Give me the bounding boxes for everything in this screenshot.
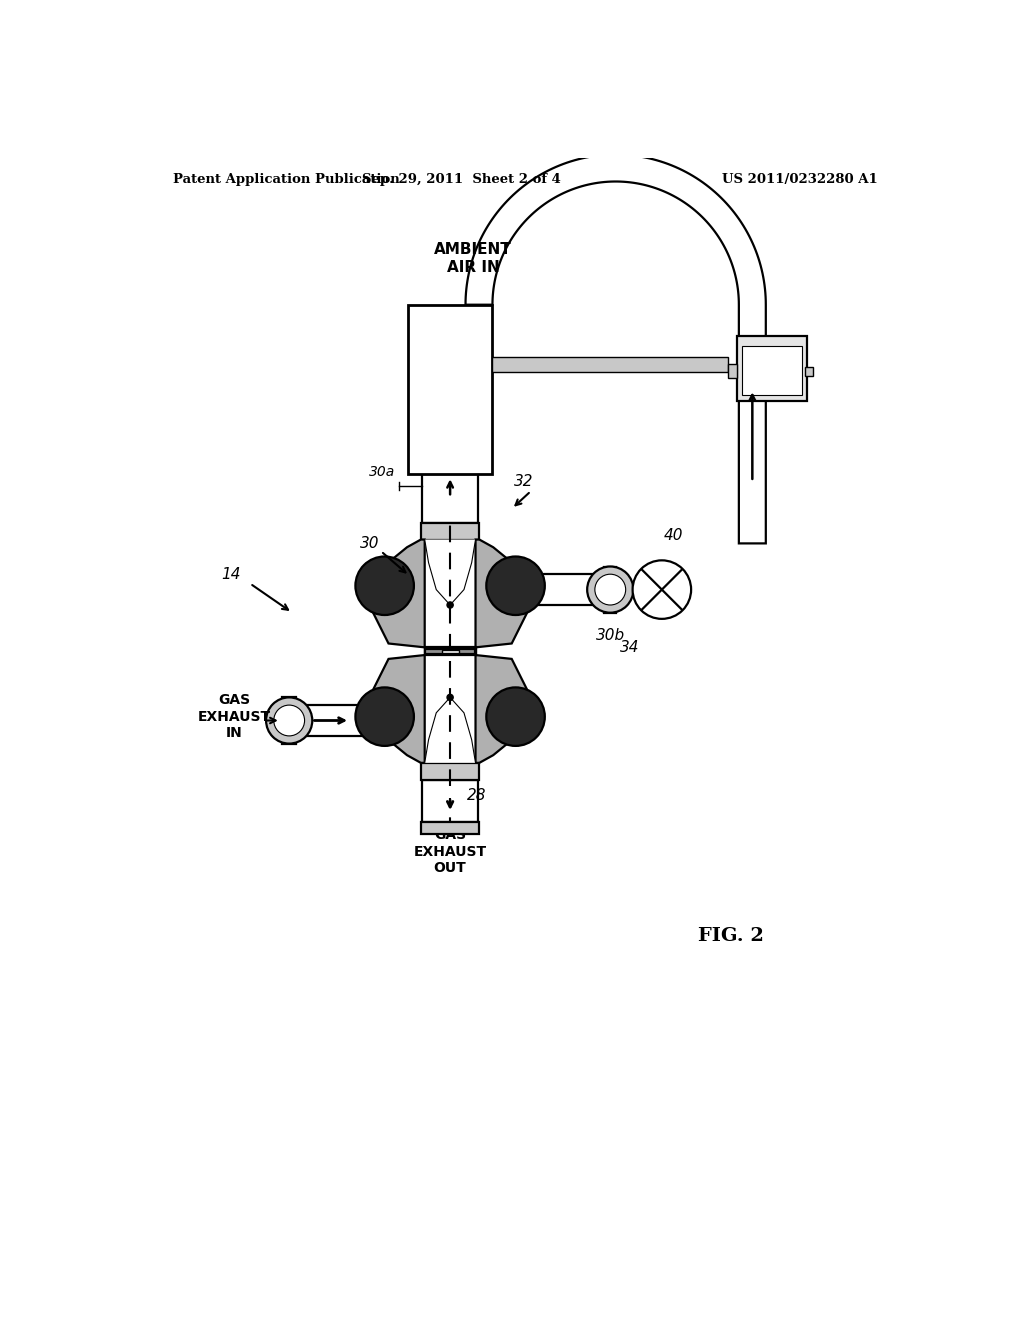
Polygon shape xyxy=(475,655,535,763)
Bar xyxy=(421,523,479,540)
Bar xyxy=(742,346,802,395)
Polygon shape xyxy=(425,647,475,653)
Circle shape xyxy=(355,557,414,615)
Text: 32: 32 xyxy=(513,474,534,490)
Text: 28: 28 xyxy=(467,788,486,803)
Bar xyxy=(425,649,475,653)
Circle shape xyxy=(587,566,634,612)
Bar xyxy=(441,649,459,653)
Bar xyxy=(422,474,478,523)
Bar xyxy=(421,822,479,834)
Text: US 2011/0232280 A1: US 2011/0232280 A1 xyxy=(722,173,878,186)
Text: Patent Application Publication: Patent Application Publication xyxy=(173,173,399,186)
Text: GAS
EXHAUST
IN: GAS EXHAUST IN xyxy=(198,693,271,739)
Text: 30a: 30a xyxy=(370,465,395,479)
Polygon shape xyxy=(425,540,475,605)
Bar xyxy=(283,697,296,743)
Bar xyxy=(408,305,493,474)
Circle shape xyxy=(486,688,545,746)
Polygon shape xyxy=(366,655,425,763)
Text: 14: 14 xyxy=(221,566,241,582)
Bar xyxy=(296,705,366,737)
Circle shape xyxy=(266,697,312,743)
Bar xyxy=(604,566,615,612)
Text: Sep. 29, 2011  Sheet 2 of 4: Sep. 29, 2011 Sheet 2 of 4 xyxy=(362,173,561,186)
Text: GAS
EXHAUST
OUT: GAS EXHAUST OUT xyxy=(414,829,486,875)
Bar xyxy=(493,358,728,372)
Text: AMBIENT
AIR IN: AMBIENT AIR IN xyxy=(434,243,512,275)
Text: 40: 40 xyxy=(664,528,683,544)
Bar xyxy=(422,780,478,822)
Bar xyxy=(535,574,604,605)
Bar xyxy=(421,763,479,780)
Bar xyxy=(728,364,737,378)
Polygon shape xyxy=(466,154,766,544)
Text: 34: 34 xyxy=(620,640,639,655)
Circle shape xyxy=(595,574,626,605)
Circle shape xyxy=(273,705,304,737)
Circle shape xyxy=(633,561,691,619)
Circle shape xyxy=(355,688,414,746)
Polygon shape xyxy=(425,649,475,655)
Text: FIG. 2: FIG. 2 xyxy=(698,927,764,945)
Text: 30b: 30b xyxy=(596,628,626,643)
Polygon shape xyxy=(366,540,425,647)
Circle shape xyxy=(447,694,454,701)
Polygon shape xyxy=(475,540,535,647)
Polygon shape xyxy=(425,697,475,763)
Text: 30: 30 xyxy=(359,536,379,550)
Circle shape xyxy=(447,602,454,609)
Bar xyxy=(737,335,807,401)
Circle shape xyxy=(486,557,545,615)
Bar xyxy=(805,367,813,376)
